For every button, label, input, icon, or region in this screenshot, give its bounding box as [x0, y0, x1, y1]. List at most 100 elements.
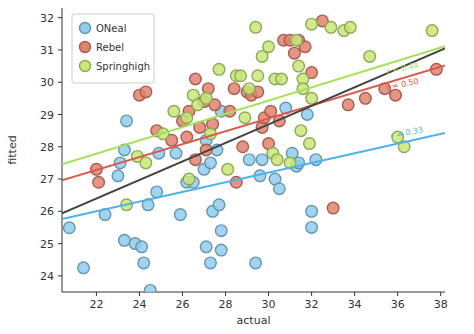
y-tick — [58, 275, 62, 276]
scatter-point — [325, 22, 337, 34]
x-tick-label: 26 — [175, 298, 189, 311]
scatter-point — [215, 244, 227, 256]
chart: 222426283032343638242526272829303132actu… — [0, 0, 474, 334]
y-tick — [58, 17, 62, 18]
legend-box — [72, 14, 154, 83]
scatter-point — [121, 115, 133, 127]
y-tick — [58, 82, 62, 83]
scatter-point — [293, 60, 305, 72]
y-tick-label: 31 — [40, 44, 54, 57]
scatter-point — [306, 206, 318, 218]
scatter-point — [205, 157, 217, 169]
scatter-point — [228, 83, 240, 95]
scatter-point — [112, 170, 124, 182]
annotation: r = 0.50 — [385, 77, 419, 93]
y-tick-label: 25 — [40, 238, 54, 251]
scatter-point — [200, 241, 212, 253]
scatter-point — [342, 99, 354, 111]
scatter-point — [306, 93, 318, 105]
legend-label: Rebel — [96, 42, 124, 53]
scatter-point — [200, 93, 212, 105]
x-tick — [268, 292, 269, 296]
legend-label: ONeal — [96, 23, 126, 34]
scatter-point — [64, 222, 76, 234]
scatter-point — [360, 93, 372, 105]
scatter-point — [119, 235, 131, 247]
scatter-point — [295, 125, 307, 137]
scatter-point — [243, 83, 255, 95]
legend-label: Springhigh — [96, 61, 150, 72]
y-tick-label: 24 — [40, 270, 54, 283]
scatter-point — [205, 257, 217, 269]
scatter-point — [237, 141, 249, 153]
x-tick-label: 36 — [391, 298, 405, 311]
scatter-point — [213, 64, 225, 76]
y-tick-label: 30 — [40, 76, 54, 89]
fit-line — [62, 46, 445, 164]
x-tick-label: 24 — [132, 298, 146, 311]
scatter-point — [136, 241, 148, 253]
y-tick — [58, 211, 62, 212]
x-tick — [139, 292, 140, 296]
scatter-point — [291, 34, 303, 46]
x-tick — [311, 292, 312, 296]
x-tick-label: 28 — [219, 298, 233, 311]
scatter-point — [93, 176, 105, 188]
scatter-point — [250, 22, 262, 34]
scatter-point — [243, 154, 255, 166]
scatter-point — [181, 112, 193, 124]
scatter-point — [190, 73, 202, 85]
scatter-point — [250, 257, 262, 269]
x-tick — [225, 292, 226, 296]
scatter-point — [345, 22, 357, 34]
y-tick-label: 28 — [40, 141, 54, 154]
scatter-point — [327, 202, 339, 214]
scatter-point — [78, 262, 90, 274]
scatter-point — [140, 157, 152, 169]
y-tick-label: 26 — [40, 205, 54, 218]
x-tick — [354, 292, 355, 296]
x-tick-label: 30 — [262, 298, 276, 311]
scatter-point — [138, 257, 150, 269]
x-tick — [96, 292, 97, 296]
y-tick-label: 32 — [40, 12, 54, 25]
legend-marker — [80, 61, 91, 72]
scatter-point — [304, 138, 316, 150]
scatter-point — [276, 73, 288, 85]
x-tick — [440, 292, 441, 296]
scatter-point — [168, 105, 180, 117]
x-tick — [182, 292, 183, 296]
scatter-point — [274, 183, 286, 195]
scatter-point — [271, 154, 283, 166]
x-tick-label: 34 — [348, 298, 362, 311]
y-tick-label: 27 — [40, 173, 54, 186]
scatter-point — [265, 105, 277, 117]
x-tick — [397, 292, 398, 296]
scatter-point — [256, 154, 268, 166]
y-axis — [62, 8, 63, 292]
scatter-point — [252, 70, 264, 82]
scatter-point — [289, 47, 301, 59]
x-axis — [62, 292, 445, 293]
y-axis-label: fitted — [6, 135, 19, 164]
scatter-point — [183, 173, 195, 185]
x-tick-label: 32 — [305, 298, 319, 311]
y-tick — [58, 146, 62, 147]
scatter-point — [306, 18, 318, 30]
x-tick-label: 38 — [434, 298, 448, 311]
scatter-point — [213, 199, 225, 211]
y-tick — [58, 49, 62, 50]
scatter-point — [364, 51, 376, 63]
scatter-point — [144, 285, 156, 292]
scatter-point — [222, 164, 234, 176]
y-tick-label: 29 — [40, 109, 54, 122]
y-tick — [58, 243, 62, 244]
y-tick — [58, 179, 62, 180]
scatter-point — [306, 222, 318, 234]
legend: ONeal Rebel Springhigh — [72, 14, 154, 83]
scatter-point — [170, 147, 182, 159]
scatter-point — [140, 86, 152, 98]
legend-marker — [80, 42, 91, 53]
x-axis-label: actual — [237, 314, 271, 327]
scatter-point — [215, 225, 227, 237]
